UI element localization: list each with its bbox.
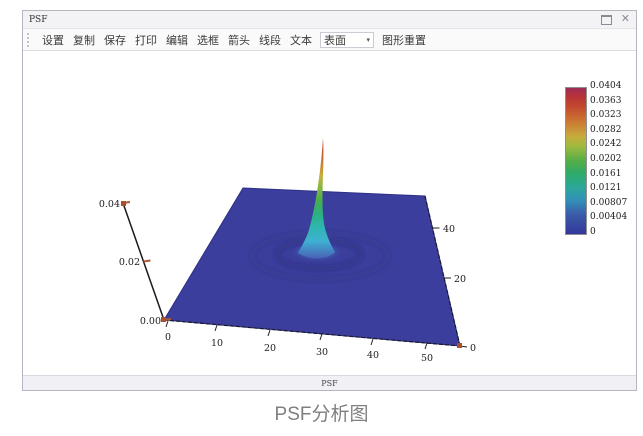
colorbar-label: 0.0323: [590, 110, 622, 121]
colorbar-label: 0: [590, 226, 596, 237]
x-axis-tick-label: 20: [264, 343, 276, 354]
toolbar-button-print[interactable]: 打印: [131, 30, 161, 50]
x-axis-ticks: [165, 320, 428, 350]
titlebar[interactable]: PSF ✕: [23, 11, 636, 29]
y-axis-tick-label: 40: [443, 224, 455, 235]
statusbar-text: PSF: [321, 378, 338, 388]
maximize-icon[interactable]: [600, 14, 612, 25]
y-axis-line: [424, 195, 461, 347]
psf-window: PSF ✕ 设置 复制 保存 打印 编辑 选框 箭头 线段 文本 表面 ▾ 图形…: [22, 10, 637, 391]
z-axis-tick-label: 0.04: [99, 199, 120, 210]
toolbar: 设置 复制 保存 打印 编辑 选框 箭头 线段 文本 表面 ▾ 图形重置: [23, 29, 636, 51]
colorbar-label: 0.0404: [590, 81, 622, 91]
toolbar-button-graph-reset[interactable]: 图形重置: [378, 30, 430, 50]
combobox-value: 表面: [324, 34, 346, 47]
toolbar-button-segment[interactable]: 线段: [255, 30, 285, 50]
close-icon[interactable]: ✕: [620, 13, 630, 25]
colorbar-label: 0.0242: [590, 139, 622, 150]
colorbar-label: 0.0282: [590, 124, 622, 135]
x-axis-tick-label: 50: [421, 353, 433, 364]
toolbar-button-marquee[interactable]: 选框: [193, 30, 223, 50]
toolbar-button-edit[interactable]: 编辑: [162, 30, 192, 50]
toolbar-button-save[interactable]: 保存: [100, 30, 130, 50]
colorbar: [565, 87, 587, 235]
plot-area[interactable]: 0.04 0.02 0.00 0 10 20 30 40 50: [23, 51, 636, 375]
z-axis-tick-label: 0.00: [140, 316, 161, 327]
colorbar-label: 0.00404: [590, 212, 628, 223]
toolbar-grip-icon[interactable]: [27, 32, 32, 47]
x-axis-tick-label: 10: [211, 338, 223, 349]
z-axis-tick-label: 0.02: [119, 257, 140, 268]
psf-3d-surface-plot: 0.04 0.02 0.00 0 10 20 30 40 50: [99, 138, 476, 364]
y-axis-tick-label: 0: [470, 343, 476, 354]
axis-corner-markers: [121, 201, 462, 348]
figure-caption: PSF分析图: [274, 404, 369, 425]
surface-type-combobox[interactable]: 表面 ▾: [320, 31, 374, 48]
window-title: PSF: [29, 14, 48, 25]
toolbar-button-text[interactable]: 文本: [286, 30, 316, 50]
colorbar-label: 0.00807: [590, 197, 628, 208]
colorbar-labels: 0.0404 0.0363 0.0323 0.0282 0.0242 0.020…: [590, 82, 627, 237]
colorbar-label: 0.0121: [590, 183, 622, 194]
toolbar-button-arrow[interactable]: 箭头: [224, 30, 254, 50]
toolbar-button-settings[interactable]: 设置: [38, 30, 68, 50]
psf-spike: [298, 138, 335, 259]
x-axis-tick-label: 40: [367, 350, 379, 361]
colorbar-label: 0.0363: [590, 95, 622, 106]
statusbar: PSF: [23, 375, 636, 390]
x-axis-tick-label: 0: [165, 332, 171, 343]
x-axis-tick-label: 30: [316, 347, 328, 358]
x-axis-line: [163, 319, 461, 347]
window-controls: ✕: [600, 13, 630, 25]
chevron-down-icon: ▾: [366, 36, 370, 44]
y-axis-tick-label: 20: [454, 274, 466, 285]
toolbar-button-copy[interactable]: 复制: [69, 30, 99, 50]
colorbar-label: 0.0202: [590, 153, 622, 164]
colorbar-label: 0.0161: [590, 168, 622, 179]
